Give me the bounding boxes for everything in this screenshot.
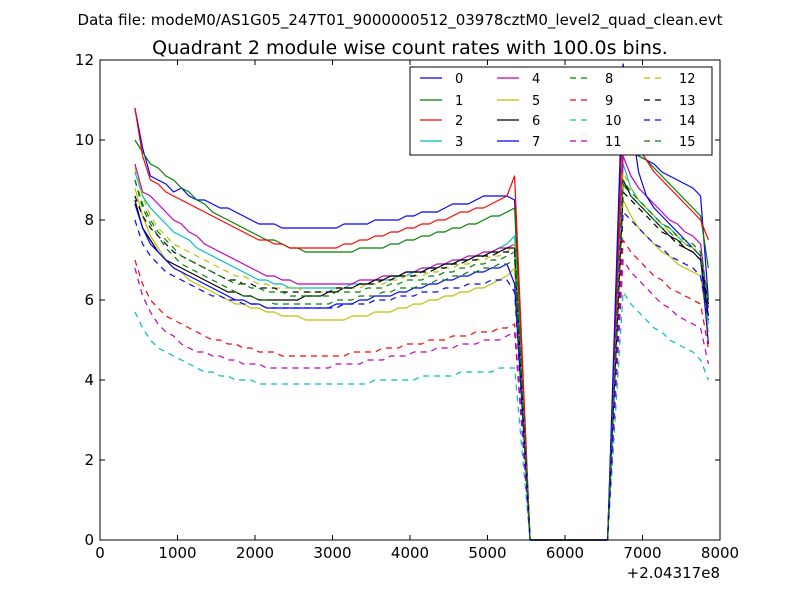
legend-label-10: 10	[605, 114, 622, 129]
chart-title: Quadrant 2 module wise count rates with …	[152, 37, 668, 59]
x-tick-label: 0	[95, 544, 105, 562]
legend-label-6: 6	[532, 114, 540, 129]
x-tick-label: 6000	[546, 544, 584, 562]
legend-label-4: 4	[532, 72, 540, 87]
x-axis: 0 1000 2000 3000 4000 5000 6000 7000 8000	[95, 60, 739, 562]
series-line-14	[134, 211, 709, 541]
x-tick-label: 2000	[236, 544, 274, 562]
legend-label-8: 8	[605, 72, 613, 87]
legend-label-13: 13	[679, 94, 696, 109]
legend-label-14: 14	[679, 114, 696, 129]
series-line-9	[134, 239, 709, 541]
x-tick-label: 5000	[468, 544, 506, 562]
series-line-13	[134, 191, 709, 541]
series-line-11	[134, 259, 709, 541]
x-tick-label: 1000	[158, 544, 196, 562]
legend-label-11: 11	[605, 135, 622, 150]
legend-label-9: 9	[605, 94, 613, 109]
legend-box	[409, 66, 713, 156]
series-line-10	[134, 291, 709, 541]
legend-label-0: 0	[455, 72, 463, 87]
y-tick-label: 2	[84, 451, 94, 469]
legend-label-1: 1	[455, 94, 463, 109]
x-tick-label: 3000	[313, 544, 351, 562]
series-line-5	[134, 187, 709, 541]
legend-label-15: 15	[679, 135, 696, 150]
y-tick-label: 6	[84, 291, 94, 309]
legend-label-12: 12	[679, 72, 696, 87]
x-tick-label: 7000	[623, 544, 661, 562]
series-line-4	[134, 155, 709, 541]
x-offset-label: +2.04317e8	[627, 564, 720, 582]
y-tick-label: 8	[84, 211, 94, 229]
series-line-6	[134, 179, 709, 541]
y-tick-label: 0	[84, 531, 94, 549]
x-tick-label: 8000	[701, 544, 739, 562]
legend-label-5: 5	[532, 94, 540, 109]
legend-label-7: 7	[532, 135, 540, 150]
legend-label-2: 2	[455, 114, 463, 129]
y-tick-label: 12	[75, 51, 94, 69]
series-line-15	[134, 179, 709, 541]
legend-label-3: 3	[455, 135, 463, 150]
x-tick-label: 4000	[391, 544, 429, 562]
y-tick-label: 4	[84, 371, 94, 389]
series-line-8	[134, 179, 709, 541]
figure-suptitle: Data file: modeM0/AS1G05_247T01_90000005…	[78, 11, 723, 30]
series-layer	[134, 63, 709, 541]
y-tick-label: 10	[75, 131, 94, 149]
series-line-12	[134, 167, 709, 541]
